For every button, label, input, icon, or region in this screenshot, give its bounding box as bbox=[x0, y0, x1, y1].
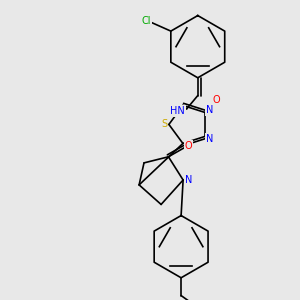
Text: N: N bbox=[206, 134, 213, 144]
Text: HN: HN bbox=[170, 106, 185, 116]
Text: N: N bbox=[206, 105, 213, 115]
Text: S: S bbox=[161, 119, 167, 129]
Text: N: N bbox=[185, 175, 192, 185]
Text: O: O bbox=[213, 95, 220, 105]
Text: Cl: Cl bbox=[142, 16, 151, 26]
Text: O: O bbox=[184, 141, 192, 151]
